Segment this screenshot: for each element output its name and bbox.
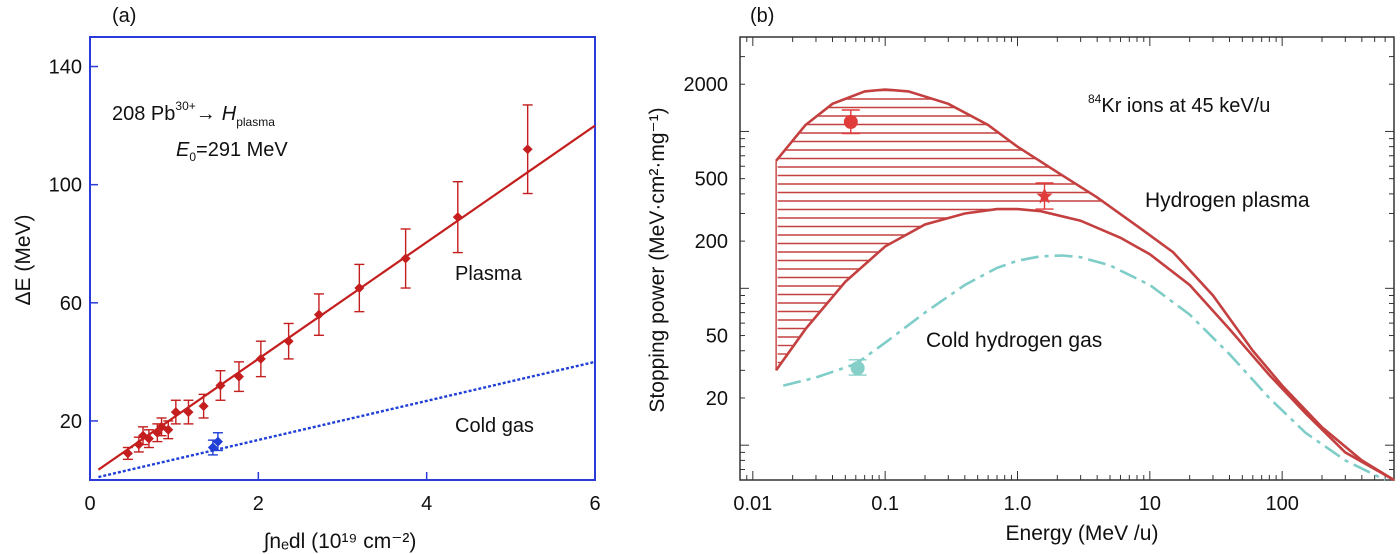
cold-gas-series-label: Cold gas [455, 415, 534, 437]
diamond-marker [233, 371, 244, 382]
a-y-tick-label: 20 [60, 411, 82, 433]
panel-a-x-axis-label: ∫nₑdl (10¹⁹ cm⁻²) [263, 530, 417, 553]
plasma-data-point [452, 181, 463, 254]
panel-b-axes: 0.01 0.1 1.0 10 100 20 50 200 500 2000 [684, 36, 1395, 515]
hydrogen-plasma-label: Hydrogen plasma [1145, 189, 1310, 212]
plasma-data-point [1035, 182, 1054, 210]
diamond-marker [122, 448, 133, 459]
panel-b-frame [739, 36, 1395, 481]
plasma-data-point [400, 228, 411, 289]
b-x-tick-label: 0.1 [871, 493, 899, 515]
reaction-label: 208 Pb30+→ Hplasma [112, 99, 275, 129]
plasma-fit-line [97, 124, 596, 471]
plasma-data-point [283, 322, 294, 360]
plasma-data-point [163, 420, 174, 440]
ion-beam-label: 84Kr ions at 45 keV/u [1088, 92, 1270, 117]
cold-hydrogen-gas-label: Cold hydrogen gas [926, 329, 1102, 352]
diamond-marker [313, 309, 324, 320]
b-x-tick-label: 0.01 [733, 493, 772, 515]
panel-b-x-axis-label: Energy (MeV /u) [1006, 522, 1159, 545]
plasma-series-label: Plasma [455, 263, 523, 285]
cold-gas-data-point [848, 359, 867, 376]
diamond-marker [212, 436, 223, 447]
b-y-tick-label: 2000 [684, 74, 729, 96]
a-x-tick-label: 6 [589, 493, 600, 515]
plasma-lower-curve [775, 207, 1395, 482]
a-y-tick-label: 140 [49, 57, 82, 79]
plasma-data-point [170, 399, 181, 425]
plasma-data-point [183, 399, 194, 425]
plasma-upper-curve [775, 88, 1395, 482]
panel-a-y-axis-label: ΔE (MeV) [12, 214, 35, 305]
a-y-tick-label: 60 [60, 293, 82, 315]
plasma-data-point [841, 109, 860, 135]
diamond-marker [183, 407, 194, 418]
circle-marker [843, 114, 858, 129]
panel-b-label: (b) [750, 5, 774, 27]
b-y-tick-label: 200 [695, 231, 728, 253]
a-x-tick-label: 0 [84, 493, 95, 515]
panel-b: (b) 0.01 0.1 1.0 10 100 20 50 200 500 2000 84Kr i… [646, 5, 1395, 545]
diamond-marker [143, 433, 154, 444]
diamond-marker [255, 353, 266, 364]
diamond-marker [170, 407, 181, 418]
b-y-tick-label: 20 [706, 388, 728, 410]
diamond-marker [354, 283, 365, 294]
panel-a-fit-lines [97, 124, 596, 479]
a-x-tick-label: 2 [253, 493, 264, 515]
plasma-data-point [522, 104, 533, 195]
diamond-marker [163, 424, 174, 435]
panel-a-frame [89, 36, 596, 481]
b-y-tick-label: 50 [706, 326, 728, 348]
cold-hydrogen-curve [782, 254, 1386, 482]
plasma-data-point [122, 446, 133, 461]
diamond-marker [283, 336, 294, 347]
plasma-data-point [215, 370, 226, 401]
energy-label: E0=291 MeV [176, 139, 288, 164]
b-y-tick-label: 500 [695, 169, 728, 191]
panel-a-axes: 0 2 4 6 20 60 100 140 [49, 57, 601, 515]
diamond-marker [452, 212, 463, 223]
star-marker [1036, 187, 1053, 204]
panel-a: (a) 0 2 4 6 20 60 100 140 208 Pb30+→ Hplasma E0=… [12, 5, 601, 553]
b-x-tick-label: 100 [1265, 493, 1298, 515]
panel-a-points [122, 104, 533, 461]
panel-a-label: (a) [112, 5, 136, 27]
diamond-marker [400, 253, 411, 264]
diamond-marker [522, 144, 533, 155]
panel-b-points [841, 109, 1054, 376]
a-x-tick-label: 4 [421, 493, 432, 515]
plasma-data-point [255, 340, 266, 378]
b-x-tick-label: 1.0 [1004, 493, 1032, 515]
diamond-marker [215, 380, 226, 391]
plasma-data-point [143, 429, 154, 449]
b-x-tick-label: 10 [1139, 493, 1161, 515]
plasma-data-point [313, 293, 324, 336]
cold-gas-data-point [212, 432, 223, 452]
plasma-data-point [198, 393, 209, 419]
panel-b-curves [775, 88, 1395, 482]
panel-b-y-axis-label: Stopping power (MeV·cm²·mg⁻¹) [646, 107, 669, 412]
plasma-data-point [233, 361, 244, 393]
circle-marker [850, 361, 865, 376]
a-y-tick-label: 100 [49, 175, 82, 197]
diamond-marker [198, 401, 209, 412]
plasma-data-point [354, 263, 365, 313]
